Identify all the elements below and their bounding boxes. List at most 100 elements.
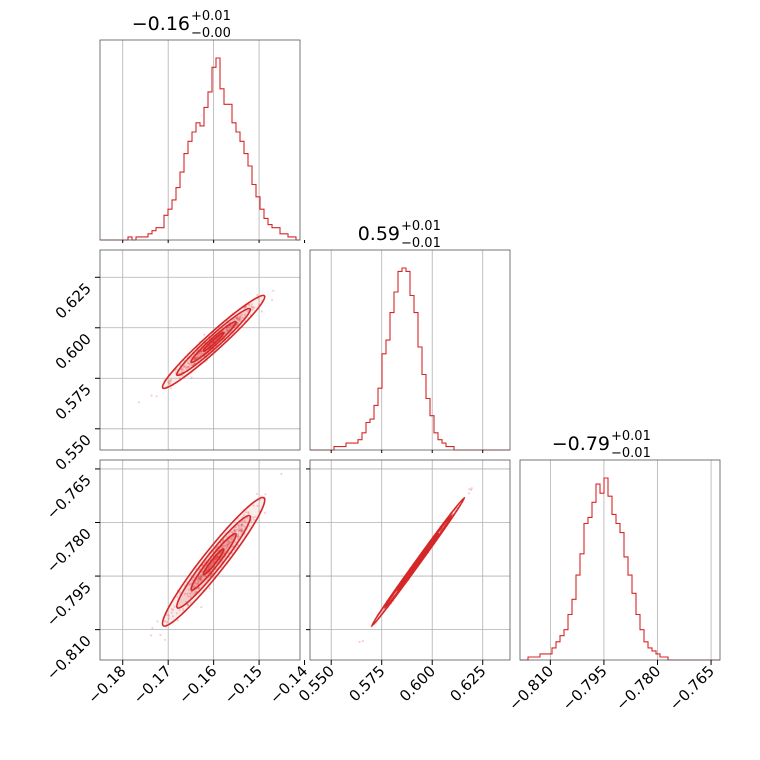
sample-point [280,472,283,475]
sample-point [171,615,175,618]
sample-point [150,634,153,637]
sample-point [256,504,259,508]
sample-point [199,578,202,581]
sample-point [194,591,197,594]
contour-level-1 [175,514,252,609]
sample-point [237,317,241,320]
panel-title-minus: −0.01 [611,446,651,461]
sample-point [168,379,171,382]
sample-point [236,318,239,321]
sample-point [169,380,172,383]
sample-point [197,580,200,583]
sample-point [237,527,241,530]
sample-point [137,401,140,404]
sample-point [243,313,246,316]
sample-point [272,289,275,292]
sample-point [186,592,189,595]
sample-point [240,527,244,531]
pair-panel-0-1 [137,289,275,404]
sample-point [191,579,194,582]
sample-point [226,543,230,546]
sample-point [193,358,196,361]
sample-point [243,520,247,524]
sample-point [200,574,203,577]
sample-point [240,525,243,528]
sample-point [238,315,242,318]
sample-point [225,328,228,331]
sample-point [203,333,206,336]
sample-point [188,365,191,369]
sample-point [238,529,241,533]
panel-title-minus: −0.01 [401,236,441,251]
grid-layer [100,40,712,660]
sample-point [251,305,254,308]
sample-point [155,395,158,398]
sample-point [241,524,244,527]
panel-frame-0-0 [99,39,301,241]
sample-point [199,577,202,580]
sample-point [264,493,267,496]
sample-point [235,317,238,320]
sample-point [361,639,364,643]
sample-point [200,577,203,580]
sample-point [199,579,202,582]
sample-point [256,293,259,297]
sample-point [197,587,200,590]
sample-point [186,604,189,607]
sample-point [241,529,244,533]
sample-point [200,574,204,578]
sample-point [189,582,192,585]
histogram-2 [520,477,720,661]
sample-point [250,303,253,306]
sample-point [247,309,250,312]
sample-point [192,586,195,589]
sample-point [241,316,244,319]
sample-point [235,528,238,531]
y-tick-label: −0.795 [43,578,95,630]
sample-point [244,306,247,309]
sample-point [197,577,200,580]
histogram-0 [100,57,300,241]
sample-point [241,529,244,532]
sample-point [233,529,236,532]
sample-point [236,318,239,321]
panel-title-value: −0.16 [132,13,190,35]
sample-point [235,317,238,320]
sample-point [243,519,246,522]
sample-point [200,350,203,353]
sample-point [167,381,170,384]
sample-point [212,560,215,564]
sample-point [243,525,246,528]
sample-point [250,305,253,308]
sample-point [228,541,231,544]
sample-point [250,520,253,523]
sample-point [216,555,219,558]
sample-point [248,304,251,307]
sample-point [163,638,167,641]
sample-point [252,307,255,310]
sample-point [198,575,201,578]
sample-point [238,317,241,320]
sample-point [198,578,201,581]
contour-level-3 [408,548,429,576]
sample-point [159,633,162,637]
sample-point [215,557,218,560]
sample-point [241,523,244,526]
sample-point [190,376,193,379]
x-tick-label: 0.575 [345,662,388,705]
sample-point [165,613,169,616]
panel-title-value: 0.59 [358,223,400,245]
sample-point [181,368,184,371]
x-tick-label: −0.765 [666,662,718,714]
sample-point [237,319,240,322]
x-tick-label: −0.795 [559,662,611,714]
y-tick-label: −0.780 [43,525,95,577]
data-layer [100,57,720,661]
sample-point [230,324,233,327]
sample-point [180,368,183,371]
sample-point [248,525,251,528]
sample-point [271,298,274,301]
sample-point [256,492,259,496]
sample-point [185,365,188,368]
